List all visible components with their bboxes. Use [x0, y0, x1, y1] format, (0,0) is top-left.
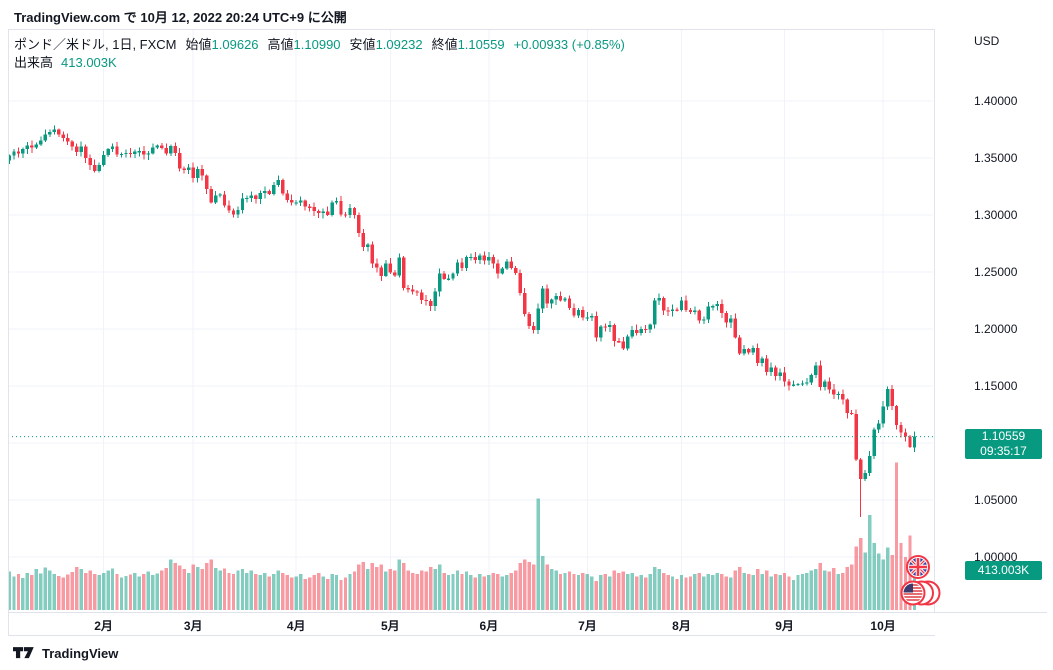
time-axis-month-label: 7月: [578, 619, 597, 633]
time-axis-month-label: 9月: [775, 619, 794, 633]
tradingview-footer-link[interactable]: TradingView: [13, 645, 118, 661]
time-axis-month-label: 6月: [479, 619, 499, 633]
time-axis-month-label: 2月: [94, 619, 113, 633]
price-tick-label: 1.30000: [974, 208, 1018, 222]
publish-info: TradingView.com で 10月 12, 2022 20:24 UTC…: [14, 10, 347, 25]
change-value: +0.00933 (+0.85%): [513, 37, 625, 52]
time-axis-month-label: 8月: [672, 619, 691, 633]
time-axis-month-label: 4月: [286, 619, 306, 633]
ohlc-pair-value: 1.10990: [293, 37, 341, 52]
chart-legend: ポンド／米ドル, 1日, FXCM 始値1.09626 高値1.10990 安値1.0…: [14, 36, 625, 71]
volume-value: 413.003K: [61, 55, 117, 70]
price-tick-label: 1.25000: [974, 265, 1018, 279]
price-tick-label: 1.15000: [974, 379, 1018, 393]
ohlc-pair-label: 高値: [267, 37, 294, 52]
bar-countdown: 09:35:17: [980, 444, 1027, 459]
symbol-title: ポンド／米ドル, 1日, FXCM: [14, 37, 177, 52]
tradingview-brand: TradingView: [42, 645, 119, 661]
usd-flag-icon: [900, 580, 926, 606]
ohlc-pair: 高値1.10990: [268, 37, 341, 52]
price-tick-label: 1.20000: [974, 322, 1018, 336]
volume-value-badge: 413.003K: [965, 561, 1042, 581]
ohlc-pair: 終値1.10559: [432, 37, 505, 52]
ohlc-pair-label: 安値: [349, 37, 376, 52]
currency-label: USD: [974, 34, 1000, 48]
price-tick-label: 1.40000: [974, 94, 1018, 108]
price-tick-label: 1.00000: [974, 550, 1018, 564]
price-tick-label: 1.35000: [974, 151, 1018, 165]
ohlc-pair-value: 1.10559: [457, 37, 505, 52]
ohlc-pair-value: 1.09232: [375, 37, 423, 52]
ohlc-pair: 始値1.09626: [186, 37, 259, 52]
tradingview-logo-icon: [13, 647, 34, 659]
ohlc-pair-label: 始値: [185, 37, 212, 52]
time-axis-month-label: 10月: [870, 619, 896, 633]
time-axis[interactable]: 2月 3月 4月 5月 6月 7月 8月 9月 10月: [9, 612, 1047, 635]
time-axis-month-label: 3月: [183, 619, 203, 633]
volume-label: 出来高: [14, 55, 54, 70]
price-tick-label: 1.05000: [974, 493, 1018, 507]
last-price-badge: 1.10559 09:35:17: [965, 429, 1042, 460]
ohlc-pair-label: 終値: [431, 37, 458, 52]
ohlc-pair: 安値1.09232: [350, 37, 423, 52]
last-price: 1.10559: [981, 429, 1026, 444]
ohlc-pair-value: 1.09626: [211, 37, 259, 52]
gbp-flag-icon: [906, 555, 930, 579]
time-axis-month-label: 5月: [380, 619, 400, 633]
pair-flag-logos: [894, 552, 942, 615]
price-axis[interactable]: USD 1.40000 1.35000 1.30000 1.25000 1.20000 1…: [934, 29, 1047, 636]
